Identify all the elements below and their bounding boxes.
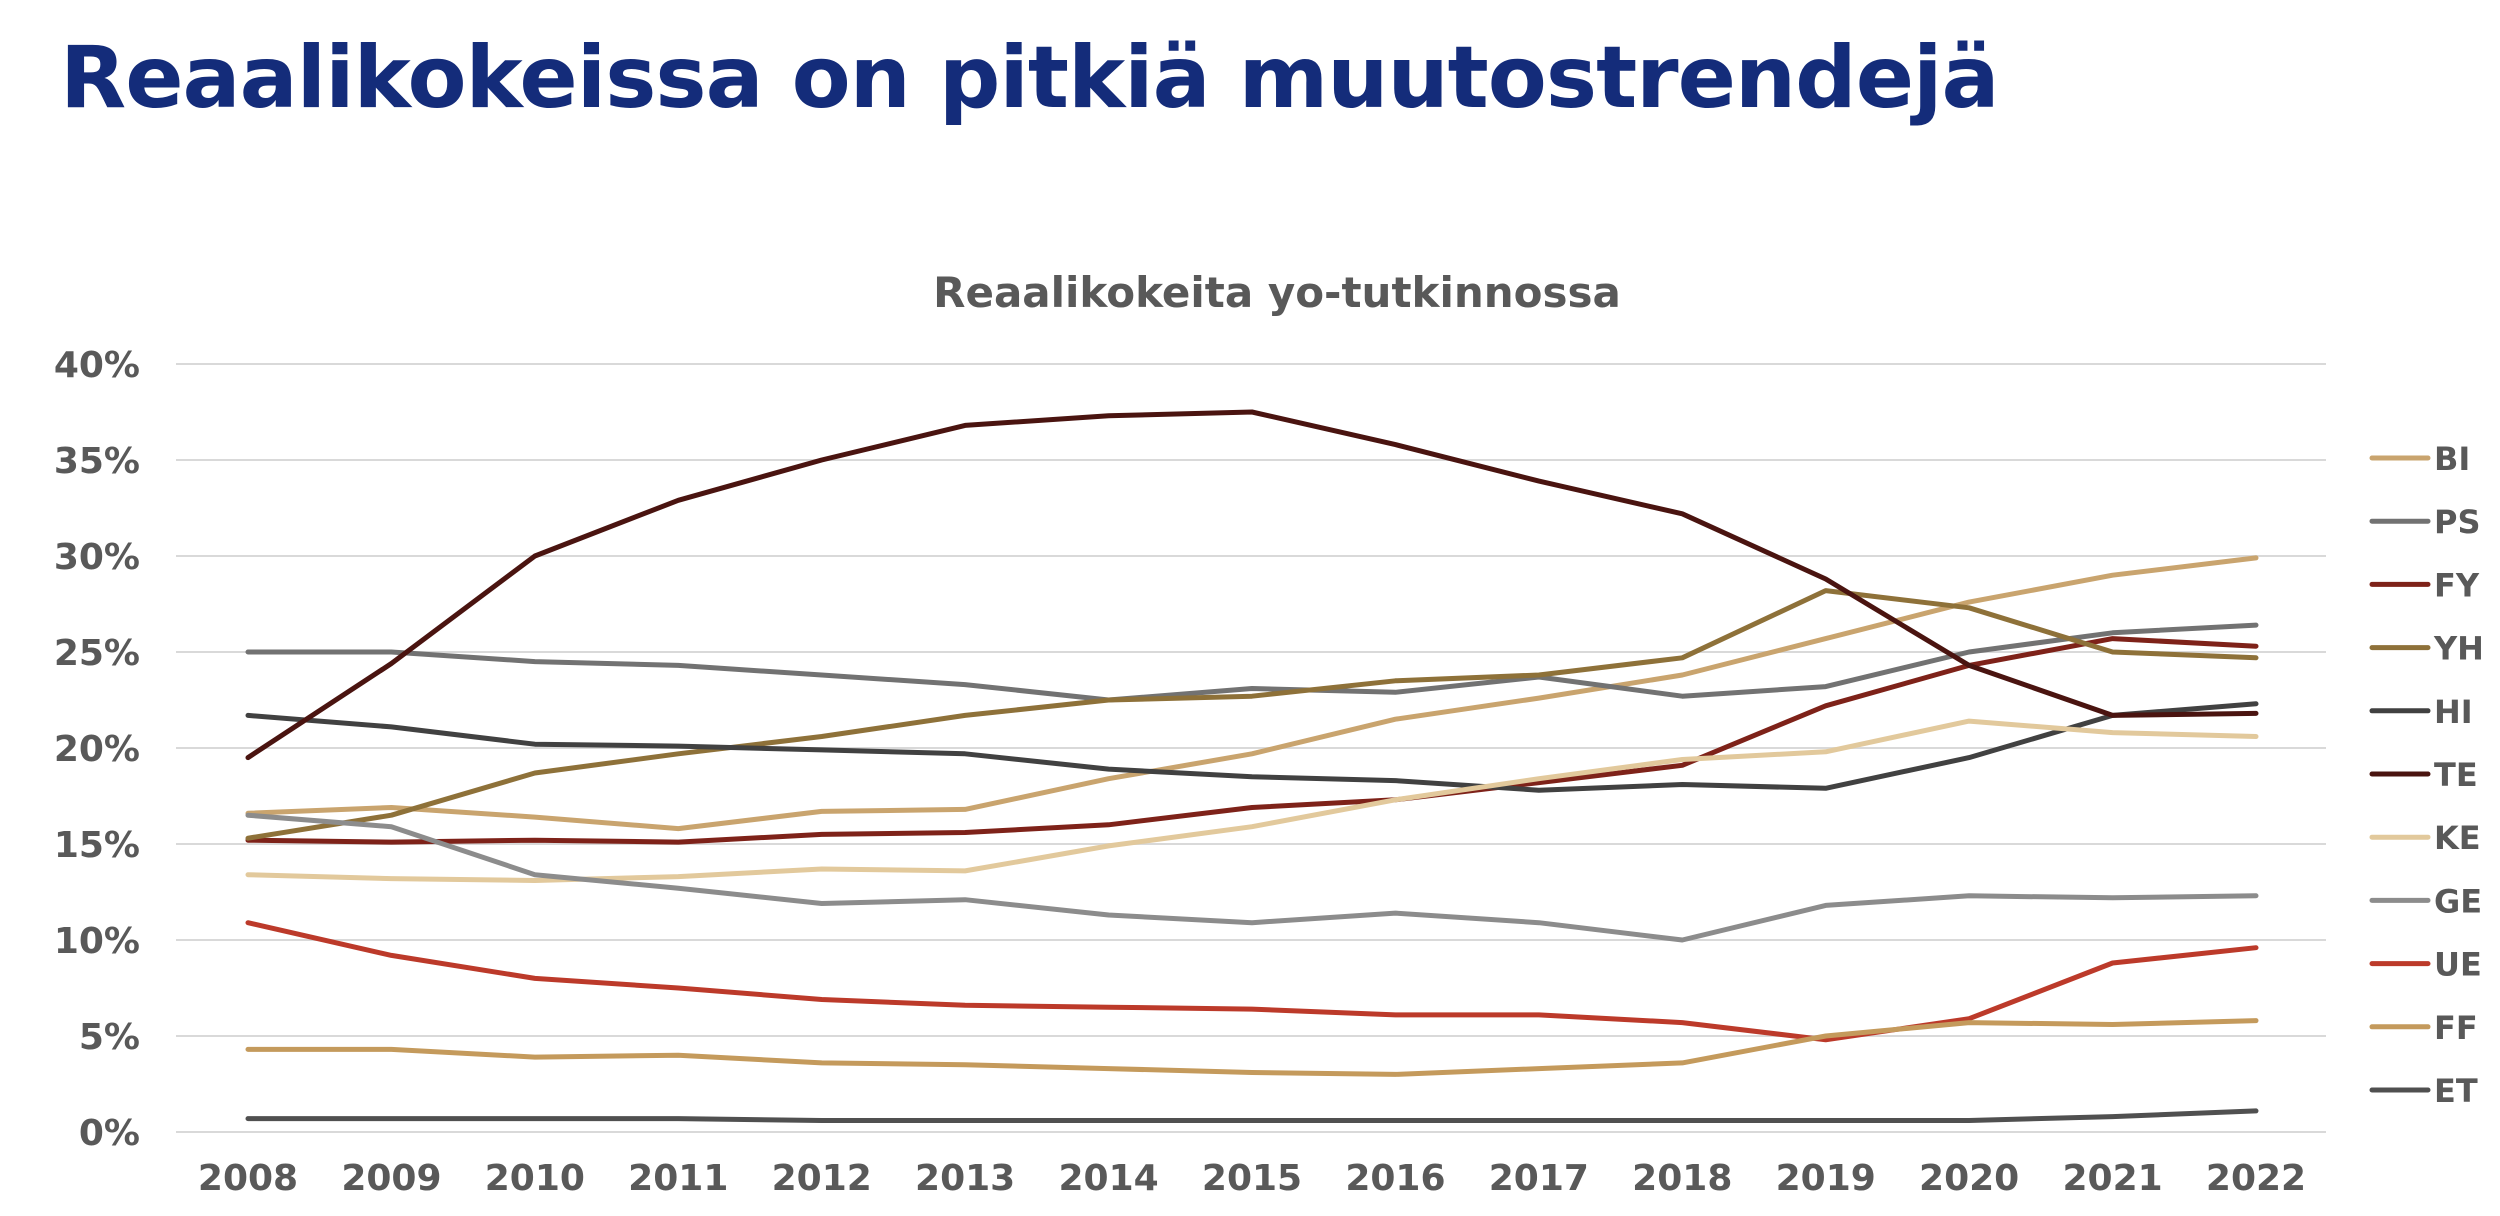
y-tick-label: 0% <box>79 1113 140 1154</box>
series-line-yh <box>245 588 2259 841</box>
x-tick-label: 2022 <box>2206 1158 2306 1199</box>
series-line-et <box>245 1108 2259 1123</box>
x-tick-label: 2021 <box>2062 1158 2162 1199</box>
y-tick-label: 40% <box>54 345 140 386</box>
x-tick-label: 2020 <box>1919 1158 2019 1199</box>
series-line-bi <box>245 555 2259 832</box>
legend-label-ge: GE <box>2434 882 2482 920</box>
legend-label-et: ET <box>2434 1072 2478 1110</box>
legend-label-te: TE <box>2434 756 2478 794</box>
x-tick-label: 2010 <box>485 1158 585 1199</box>
x-axis-labels: 2008 2009 2010 2011 2012 2013 2014 2015 2016 2017… <box>198 1158 2306 1199</box>
y-tick-label: 35% <box>54 441 140 482</box>
x-tick-label: 2019 <box>1776 1158 1876 1199</box>
y-tick-label: 30% <box>54 537 140 578</box>
x-tick-label: 2017 <box>1489 1158 1589 1199</box>
x-tick-label: 2011 <box>628 1158 728 1199</box>
chart-title: Reaalikokeita yo-tutkinnossa <box>933 268 1621 317</box>
legend-label-ue: UE <box>2434 946 2482 984</box>
series-line-te <box>245 409 2259 761</box>
series-line-ps <box>245 622 2259 703</box>
gridlines <box>176 363 2326 1133</box>
legend-label-ff: FF <box>2434 1009 2478 1047</box>
series-line-fy <box>245 636 2259 845</box>
y-tick-label: 5% <box>79 1017 140 1058</box>
series-lines <box>245 409 2259 1123</box>
page-title: Reaalikokeissa on pitkiä muutostrendejä <box>60 28 2000 128</box>
x-tick-label: 2008 <box>198 1158 298 1199</box>
series-line-ge <box>245 812 2259 943</box>
y-tick-label: 25% <box>54 633 140 674</box>
y-tick-label: 15% <box>54 825 140 866</box>
legend-label-fy: FY <box>2434 566 2480 604</box>
y-tick-label: 10% <box>54 921 140 962</box>
x-tick-label: 2009 <box>341 1158 441 1199</box>
legend-label-bi: BI <box>2434 440 2470 478</box>
legend-label-hi: HI <box>2434 693 2473 731</box>
legend-label-ke: KE <box>2434 819 2481 857</box>
legend-label-yh: YH <box>2433 630 2484 668</box>
series-line-hi <box>245 701 2259 793</box>
x-tick-label: 2015 <box>1202 1158 1302 1199</box>
legend: BI PS FY YH HI TE KE GE UE FF ET <box>2369 440 2484 1110</box>
x-tick-label: 2018 <box>1632 1158 1732 1199</box>
x-tick-label: 2014 <box>1058 1158 1158 1199</box>
x-tick-label: 2016 <box>1345 1158 1445 1199</box>
y-tick-label: 20% <box>54 729 140 770</box>
x-tick-label: 2013 <box>915 1158 1015 1199</box>
legend-label-ps: PS <box>2434 503 2481 541</box>
y-axis-labels: 0% 5% 10% 15% 20% 25% 30% 35% 40% <box>54 345 140 1154</box>
x-tick-label: 2012 <box>772 1158 872 1199</box>
series-line-ff <box>245 1018 2259 1077</box>
